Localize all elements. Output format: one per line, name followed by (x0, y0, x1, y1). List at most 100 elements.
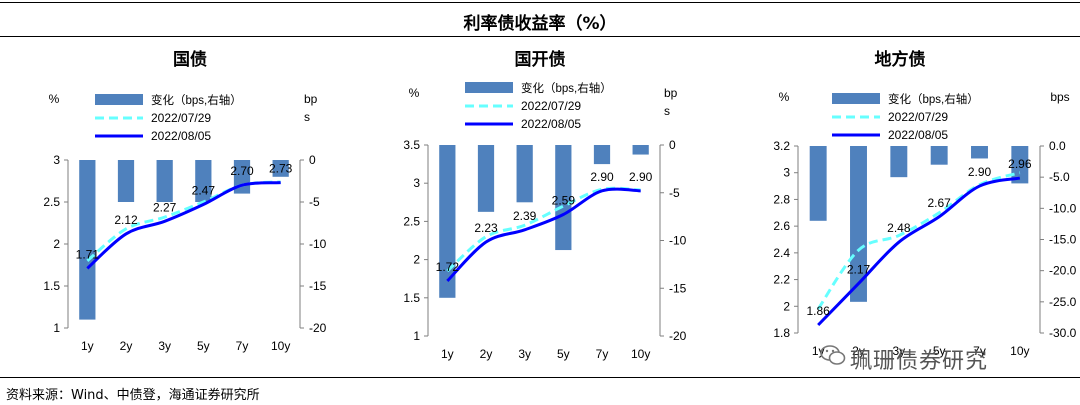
data-label-2y: 2.17 (847, 263, 871, 277)
right-tick-label: -10 (309, 237, 327, 251)
data-label-3y: 2.39 (513, 209, 537, 223)
bar-change-5y (930, 146, 948, 165)
left-tick-label: 2.5 (403, 214, 420, 228)
right-unit-tail: s (304, 110, 310, 124)
line-2022-07-29 (446, 186, 641, 273)
bar-change-2y (850, 146, 867, 302)
bar-change-10y (1011, 146, 1029, 184)
right-tick-label: -20 (309, 321, 327, 335)
right-unit-tail: s (664, 104, 670, 118)
panel-title-local: 地方债 (874, 50, 926, 70)
bar-change-5y (195, 160, 212, 202)
x-tick-10y: 10y (271, 339, 290, 353)
right-tick-label: -5.0 (1049, 170, 1070, 184)
left-tick-label: 3.2 (773, 139, 790, 153)
x-tick-5y: 5y (933, 344, 946, 358)
left-tick-label: 2.6 (773, 219, 790, 233)
legend-label-change: 变化（bps,右轴） (888, 92, 979, 106)
left-tick-label: 1 (53, 321, 60, 335)
bar-change-1y (809, 146, 827, 221)
data-label-2y: 2.12 (114, 213, 138, 227)
left-tick-label: 2.5 (43, 195, 60, 209)
x-tick-1y: 1y (81, 339, 94, 353)
chart-cdb: 1 1.5 2 2.5 3 3.5 -20 -15 -10 -5 0% bp s 1.72 2.23 2.39… (403, 81, 687, 361)
wechat-icon (820, 345, 846, 365)
right-tick-label: -5 (309, 195, 320, 209)
left-unit: % (49, 92, 60, 106)
x-tick-5y: 5y (197, 339, 210, 353)
left-tick-label: 2.4 (773, 246, 790, 260)
left-tick-label: 2.8 (773, 192, 790, 206)
left-tick-label: 3 (413, 176, 420, 190)
bar-change-2y (117, 160, 135, 202)
left-tick-label: 1.5 (43, 279, 60, 293)
x-tick-7y: 7y (236, 339, 249, 353)
source-note: 资料来源：Wind、中债登，海通证券研究所 (6, 388, 260, 403)
right-tick-label: 0.0 (1049, 139, 1066, 153)
x-tick-3y: 3y (158, 339, 171, 353)
right-tick-label: 0 (309, 153, 316, 167)
legend-swatch-bar (465, 82, 513, 93)
x-tick-3y: 3y (892, 344, 905, 358)
panel-title-treasury: 国债 (173, 50, 207, 70)
bar-change-1y (79, 160, 96, 320)
figure-title: 利率债收益率（%） (463, 14, 617, 34)
x-tick-7y: 7y (973, 344, 986, 358)
legend-swatch-bar (832, 93, 880, 104)
data-label-7y: 2.90 (590, 170, 614, 184)
legend-swatch-bar (95, 94, 143, 105)
panel-title-cdb: 国开债 (514, 50, 566, 70)
x-tick-10y: 10y (631, 347, 650, 361)
legend-label-cur: 2022/08/05 (151, 129, 211, 143)
right-unit: bps (1050, 90, 1069, 104)
left-tick-label: 3 (783, 166, 790, 180)
right-tick-label: -15 (309, 279, 327, 293)
right-tick-label: -5 (669, 186, 680, 200)
legend-label-prev: 2022/07/29 (521, 99, 581, 113)
legend-label-prev: 2022/07/29 (888, 110, 948, 124)
bar-change-1y (439, 145, 456, 298)
data-label-7y: 2.90 (968, 165, 992, 179)
x-tick-2y: 2y (120, 339, 133, 353)
left-unit: % (409, 86, 420, 100)
x-tick-2y: 2y (852, 344, 865, 358)
title-rule (0, 36, 1080, 37)
data-label-7y: 2.70 (230, 164, 254, 178)
top-rule (0, 2, 1080, 3)
left-tick-label: 1.5 (403, 291, 420, 305)
left-tick-label: 3 (53, 153, 60, 167)
left-tick-label: 2 (783, 299, 790, 313)
left-tick-label: 3.5 (403, 138, 420, 152)
right-tick-label: -15.0 (1049, 233, 1077, 247)
legend-label-prev: 2022/07/29 (151, 111, 211, 125)
x-tick-2y: 2y (480, 347, 493, 361)
right-tick-label: -10.0 (1049, 201, 1077, 215)
left-tick-label: 2 (413, 253, 420, 267)
legend-label-change: 变化（bps,右轴） (521, 81, 612, 95)
line-2022-08-05 (446, 187, 641, 283)
right-tick-label: 0 (669, 138, 676, 152)
data-label-2y: 2.23 (474, 221, 498, 235)
bar-change-3y (156, 160, 173, 202)
left-unit: % (779, 90, 790, 104)
bar-change-7y (593, 145, 611, 165)
left-tick-label: 1 (413, 329, 420, 343)
right-tick-label: -20.0 (1049, 264, 1077, 278)
bottom-rule (0, 377, 1080, 378)
legend-label-change: 变化（bps,右轴） (151, 93, 242, 107)
right-tick-label: -25.0 (1049, 295, 1077, 309)
x-tick-3y: 3y (518, 347, 531, 361)
right-tick-label: -20 (669, 329, 687, 343)
right-unit: bp (664, 86, 678, 100)
bar-change-5y (555, 145, 572, 251)
right-unit: bp (304, 92, 318, 106)
data-label-1y: 1.72 (436, 260, 460, 274)
left-tick-label: 2.2 (773, 273, 790, 287)
data-label-1y: 1.86 (806, 304, 830, 318)
data-label-1y: 1.71 (76, 247, 100, 261)
bar-change-2y (477, 145, 495, 212)
bar-change-3y (516, 145, 533, 203)
right-tick-label: -30.0 (1049, 326, 1077, 340)
data-label-10y: 2.73 (269, 162, 293, 176)
